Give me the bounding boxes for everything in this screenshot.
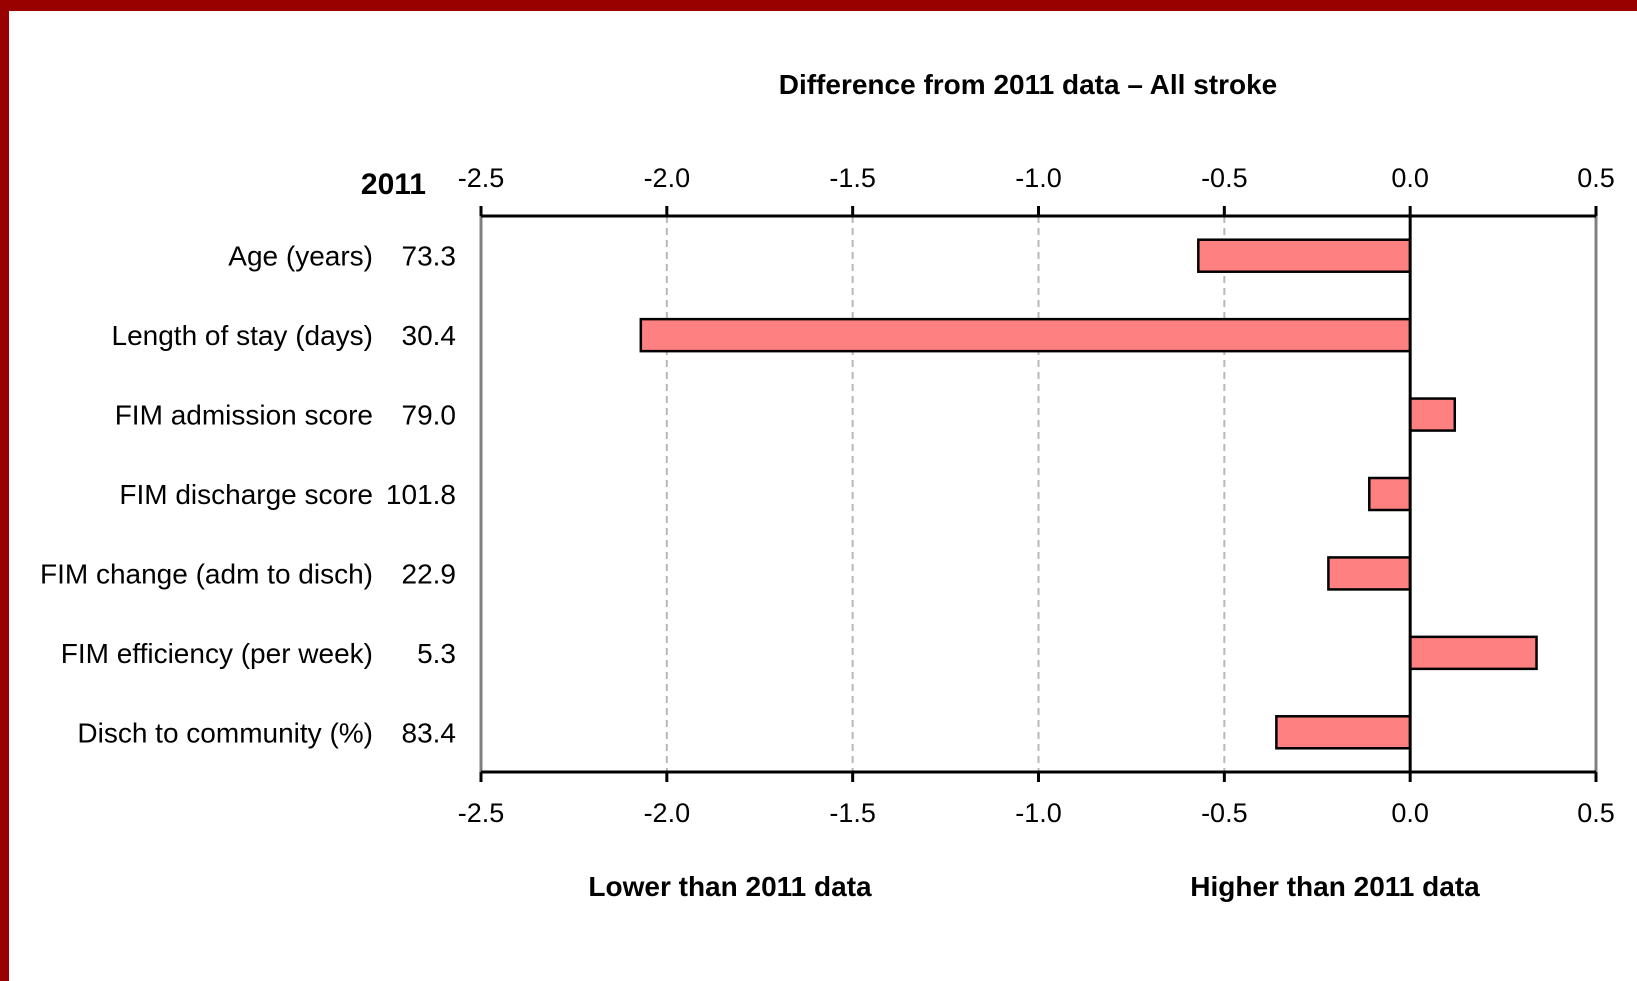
bottom-tick-label: -0.5 — [1201, 798, 1248, 828]
top-tick-labels: -2.5 -2.0 -1.5 -1.0 -0.5 0.0 0.5 — [458, 163, 1615, 193]
baseline-value-label: 22.9 — [402, 558, 457, 589]
baseline-value-label: 30.4 — [402, 320, 457, 351]
bar — [1408, 635, 1538, 671]
bars — [639, 238, 1538, 750]
bar — [1197, 238, 1412, 273]
top-tick-label: 0.0 — [1391, 163, 1429, 193]
category-label: FIM change (adm to disch) — [40, 558, 373, 589]
category-label: Age (years) — [228, 241, 373, 272]
top-tick-label: -2.0 — [644, 163, 691, 193]
bottom-tick-label: -2.0 — [644, 798, 691, 828]
category-label: Length of stay (days) — [112, 320, 373, 351]
baseline-value-label: 5.3 — [417, 638, 456, 669]
category-label: FIM efficiency (per week) — [61, 638, 373, 669]
baseline-value-label: 101.8 — [386, 479, 456, 510]
bar — [1408, 397, 1457, 432]
lower-than-label: Lower than 2011 data — [588, 871, 872, 902]
bar — [639, 317, 1412, 353]
top-tick-label: -1.5 — [829, 163, 876, 193]
bottom-tick-label: 0.0 — [1391, 798, 1429, 828]
bottom-tick-label: -2.5 — [458, 798, 505, 828]
category-label: Disch to community (%) — [77, 717, 373, 748]
baseline-value-labels: 73.3 30.4 79.0 101.8 22.9 5.3 83.4 — [386, 241, 456, 749]
baseline-year-header: 2011 — [361, 168, 426, 201]
gridlines — [479, 216, 1598, 772]
baseline-value-label: 79.0 — [402, 400, 457, 431]
chart-title: Difference from 2011 data – All stroke — [779, 69, 1278, 100]
bottom-tick-label: 0.5 — [1577, 798, 1615, 828]
bar — [1275, 715, 1412, 750]
bar — [1368, 476, 1412, 512]
category-labels: Age (years) Length of stay (days) FIM admi… — [40, 241, 373, 749]
bottom-tick-labels: -2.5 -2.0 -1.5 -1.0 -0.5 0.0 0.5 — [458, 798, 1615, 828]
higher-than-label: Higher than 2011 data — [1190, 871, 1480, 902]
bottom-tick-label: -1.0 — [1015, 798, 1062, 828]
baseline-value-label: 73.3 — [402, 241, 457, 272]
category-label: FIM admission score — [115, 400, 373, 431]
axes — [479, 206, 1598, 782]
top-tick-label: -1.0 — [1015, 163, 1062, 193]
bottom-tick-label: -1.5 — [829, 798, 876, 828]
category-label: FIM discharge score — [119, 479, 373, 510]
top-tick-label: -0.5 — [1201, 163, 1248, 193]
bar — [1327, 556, 1412, 591]
top-tick-label: 0.5 — [1577, 163, 1615, 193]
top-tick-label: -2.5 — [458, 163, 505, 193]
baseline-value-label: 83.4 — [402, 717, 457, 748]
